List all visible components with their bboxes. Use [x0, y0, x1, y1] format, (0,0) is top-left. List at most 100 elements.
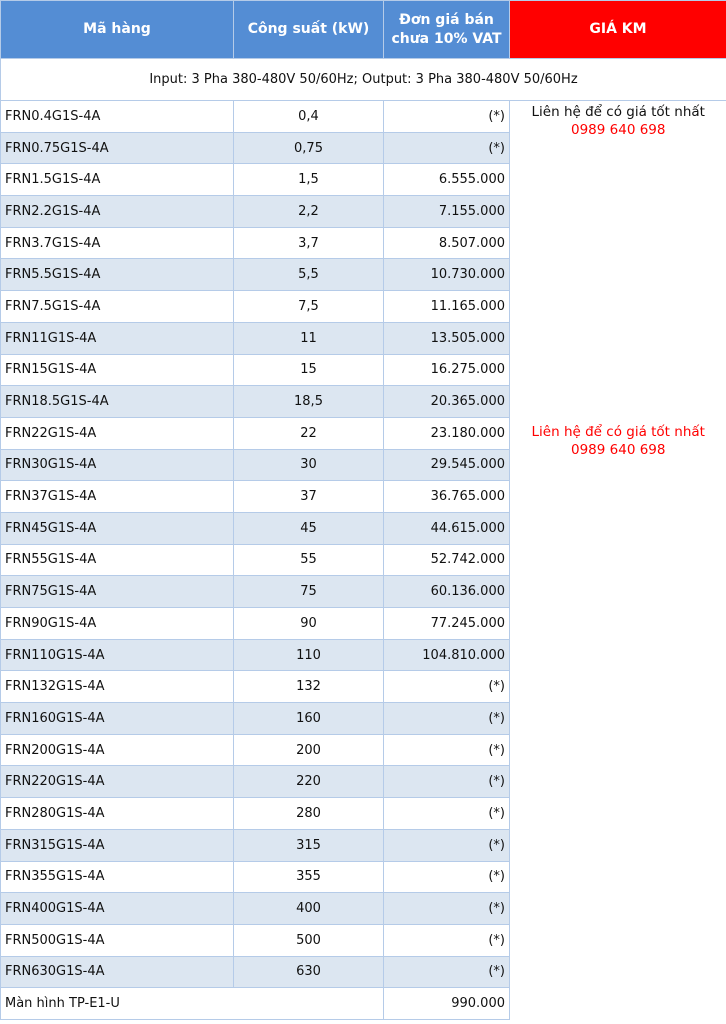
- product-code: FRN22G1S-4A: [0, 416, 234, 450]
- power-kw: 5,5: [233, 258, 384, 292]
- unit-price: (*): [383, 765, 510, 799]
- unit-price: 44.615.000: [383, 511, 510, 545]
- footer-row: Màn hình TP-E1-U 990.000: [0, 987, 726, 1021]
- power-kw: 45: [233, 511, 384, 545]
- power-kw: 1,5: [233, 163, 384, 197]
- table-row: FRN630G1S-4A 630 (*): [0, 955, 726, 989]
- table-row: FRN7.5G1S-4A 7,5 11.165.000: [0, 290, 726, 323]
- accessory-name: Màn hình TP-E1-U: [0, 987, 384, 1021]
- table-row: FRN315G1S-4A 315 (*): [0, 828, 726, 862]
- power-kw: 280: [233, 797, 384, 830]
- table-row: FRN160G1S-4A 160 (*): [0, 702, 726, 735]
- spec-info: Input: 3 Pha 380-480V 50/60Hz; Output: 3…: [0, 58, 726, 101]
- power-kw: 400: [233, 892, 384, 925]
- table-row: FRN2.2G1S-4A 2,2 7.155.000: [0, 195, 726, 228]
- power-kw: 315: [233, 828, 384, 862]
- product-code: FRN90G1S-4A: [0, 607, 234, 640]
- phone-number: 0989 640 698: [571, 442, 666, 458]
- table-row: FRN1.5G1S-4A 1,5 6.555.000: [0, 163, 726, 197]
- table-row: FRN37G1S-4A 37 36.765.000: [0, 480, 726, 513]
- product-code: FRN55G1S-4A: [0, 543, 234, 577]
- header-row: Mã hàng Công suất (kW) Đơn giá bán chưa …: [0, 0, 726, 59]
- product-code: FRN15G1S-4A: [0, 353, 234, 387]
- product-code: FRN18.5G1S-4A: [0, 385, 234, 418]
- product-code: FRN37G1S-4A: [0, 480, 234, 513]
- product-code: FRN45G1S-4A: [0, 511, 234, 545]
- phone-number: 0989 640 698: [571, 122, 666, 138]
- power-kw: 90: [233, 607, 384, 640]
- power-kw: 7,5: [233, 290, 384, 323]
- table-row: FRN18.5G1S-4A 18,5 20.365.000: [0, 385, 726, 418]
- header-promo: GIÁ KM: [509, 0, 726, 59]
- product-code: FRN400G1S-4A: [0, 892, 234, 925]
- product-code: FRN3.7G1S-4A: [0, 226, 234, 260]
- power-kw: 18,5: [233, 385, 384, 418]
- table-row: FRN22G1S-4A 22 23.180.000: [0, 416, 726, 450]
- power-kw: 11: [233, 321, 384, 355]
- unit-price: 52.742.000: [383, 543, 510, 577]
- unit-price: 104.810.000: [383, 638, 510, 672]
- product-code: FRN630G1S-4A: [0, 955, 234, 989]
- power-kw: 37: [233, 480, 384, 513]
- product-code: FRN160G1S-4A: [0, 702, 234, 735]
- unit-price: (*): [383, 828, 510, 862]
- unit-price: (*): [383, 892, 510, 925]
- power-kw: 500: [233, 923, 384, 957]
- table-row: FRN500G1S-4A 500 (*): [0, 923, 726, 957]
- power-kw: 2,2: [233, 195, 384, 228]
- product-code: FRN315G1S-4A: [0, 828, 234, 862]
- power-kw: 630: [233, 955, 384, 989]
- power-kw: 132: [233, 670, 384, 704]
- accessory-price: 990.000: [383, 987, 510, 1021]
- promo-note: Liên hệ để có giá tốt nhất 0989 640 698: [511, 423, 726, 459]
- promo-note: Liên hệ để có giá tốt nhất 0989 640 698: [511, 103, 726, 139]
- promo-column: Liên hệ để có giá tốt nhất 0989 640 698 Li…: [509, 100, 726, 1020]
- product-code: FRN220G1S-4A: [0, 765, 234, 799]
- header-code: Mã hàng: [0, 0, 234, 59]
- product-code: FRN355G1S-4A: [0, 860, 234, 894]
- header-power: Công suất (kW): [233, 0, 384, 59]
- note-text: Liên hệ để có giá tốt nhất: [531, 104, 705, 120]
- unit-price: (*): [383, 131, 510, 165]
- power-kw: 0,75: [233, 131, 384, 165]
- unit-price: 20.365.000: [383, 385, 510, 418]
- power-kw: 220: [233, 765, 384, 799]
- header-price: Đơn giá bán chưa 10% VAT: [383, 0, 510, 59]
- product-code: FRN280G1S-4A: [0, 797, 234, 830]
- table-row: FRN30G1S-4A 30 29.545.000: [0, 448, 726, 482]
- unit-price: 77.245.000: [383, 607, 510, 640]
- power-kw: 75: [233, 575, 384, 608]
- table-row: FRN45G1S-4A 45 44.615.000: [0, 511, 726, 545]
- power-kw: 0,4: [233, 100, 384, 133]
- power-kw: 355: [233, 860, 384, 894]
- power-kw: 15: [233, 353, 384, 387]
- unit-price: (*): [383, 100, 510, 133]
- unit-price: (*): [383, 702, 510, 735]
- product-code: FRN132G1S-4A: [0, 670, 234, 704]
- unit-price: 10.730.000: [383, 258, 510, 292]
- power-kw: 3,7: [233, 226, 384, 260]
- unit-price: (*): [383, 733, 510, 767]
- power-kw: 160: [233, 702, 384, 735]
- unit-price: 60.136.000: [383, 575, 510, 608]
- product-code: FRN1.5G1S-4A: [0, 163, 234, 197]
- unit-price: 36.765.000: [383, 480, 510, 513]
- product-code: FRN500G1S-4A: [0, 923, 234, 957]
- unit-price: 7.155.000: [383, 195, 510, 228]
- table-row: FRN220G1S-4A 220 (*): [0, 765, 726, 799]
- unit-price: 8.507.000: [383, 226, 510, 260]
- table-row: FRN5.5G1S-4A 5,5 10.730.000: [0, 258, 726, 292]
- power-kw: 200: [233, 733, 384, 767]
- unit-price: 23.180.000: [383, 416, 510, 450]
- power-kw: 30: [233, 448, 384, 482]
- table-row: FRN3.7G1S-4A 3,7 8.507.000: [0, 226, 726, 260]
- power-kw: 55: [233, 543, 384, 577]
- product-code: FRN2.2G1S-4A: [0, 195, 234, 228]
- table-row: FRN15G1S-4A 15 16.275.000: [0, 353, 726, 387]
- product-code: FRN0.4G1S-4A: [0, 100, 234, 133]
- product-code: FRN11G1S-4A: [0, 321, 234, 355]
- product-code: FRN7.5G1S-4A: [0, 290, 234, 323]
- unit-price: 11.165.000: [383, 290, 510, 323]
- product-code: FRN200G1S-4A: [0, 733, 234, 767]
